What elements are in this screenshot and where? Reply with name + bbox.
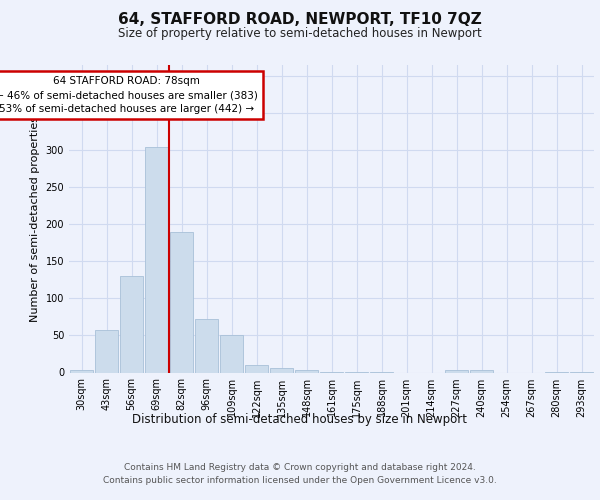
Text: Contains HM Land Registry data © Crown copyright and database right 2024.: Contains HM Land Registry data © Crown c… [124, 462, 476, 471]
Bar [195, 319, 218, 372]
Bar [145, 146, 168, 372]
Bar [70, 370, 93, 372]
Bar [295, 370, 318, 372]
Bar [95, 330, 118, 372]
Bar [470, 370, 493, 372]
Text: Distribution of semi-detached houses by size in Newport: Distribution of semi-detached houses by … [133, 412, 467, 426]
Bar [245, 365, 268, 372]
Bar [120, 276, 143, 372]
Text: 64 STAFFORD ROAD: 78sqm
← 46% of semi-detached houses are smaller (383)
53% of s: 64 STAFFORD ROAD: 78sqm ← 46% of semi-de… [0, 76, 258, 114]
Bar [220, 336, 243, 372]
Y-axis label: Number of semi-detached properties: Number of semi-detached properties [30, 116, 40, 322]
Text: Contains public sector information licensed under the Open Government Licence v3: Contains public sector information licen… [103, 476, 497, 485]
Bar [445, 370, 468, 372]
Text: 64, STAFFORD ROAD, NEWPORT, TF10 7QZ: 64, STAFFORD ROAD, NEWPORT, TF10 7QZ [118, 12, 482, 28]
Text: Size of property relative to semi-detached houses in Newport: Size of property relative to semi-detach… [118, 28, 482, 40]
Bar [270, 368, 293, 372]
Bar [170, 232, 193, 372]
